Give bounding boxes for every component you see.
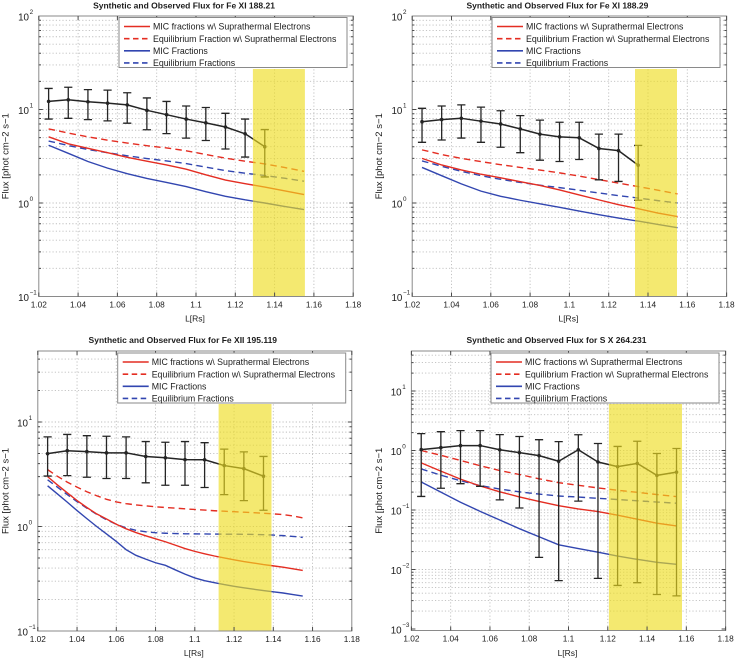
svg-text:Flux [phot cm−2 s−1: Flux [phot cm−2 s−1 bbox=[1, 113, 12, 199]
svg-text:10: 10 bbox=[391, 506, 402, 517]
svg-text:1.04: 1.04 bbox=[69, 634, 86, 644]
svg-text:−1: −1 bbox=[29, 624, 37, 631]
svg-text:1.02: 1.02 bbox=[404, 299, 421, 309]
svg-text:10: 10 bbox=[17, 418, 28, 429]
svg-text:0: 0 bbox=[30, 196, 34, 203]
svg-text:1.16: 1.16 bbox=[304, 634, 321, 644]
svg-text:−1: −1 bbox=[403, 289, 411, 296]
svg-text:1.08: 1.08 bbox=[522, 299, 539, 309]
svg-text:1.1: 1.1 bbox=[564, 299, 576, 309]
svg-text:Equilibrium Fractions: Equilibrium Fractions bbox=[153, 58, 236, 68]
svg-text:10: 10 bbox=[18, 293, 29, 304]
svg-text:Equilibrium Fractions: Equilibrium Fractions bbox=[152, 394, 235, 404]
svg-text:−1: −1 bbox=[30, 289, 38, 296]
svg-text:1.08: 1.08 bbox=[149, 299, 166, 309]
svg-text:Equilibrium Fractions: Equilibrium Fractions bbox=[525, 394, 608, 404]
svg-text:1.06: 1.06 bbox=[109, 299, 126, 309]
svg-text:1.08: 1.08 bbox=[521, 633, 538, 643]
svg-text:MIC Fractions: MIC Fractions bbox=[525, 382, 580, 392]
svg-text:MIC Fractions: MIC Fractions bbox=[526, 46, 581, 56]
svg-text:MIC Fractions: MIC Fractions bbox=[153, 46, 208, 56]
svg-text:1.02: 1.02 bbox=[403, 633, 420, 643]
svg-text:Equilibrium Fraction w\ Suprat: Equilibrium Fraction w\ Suprathermal Ele… bbox=[153, 34, 337, 44]
svg-text:10: 10 bbox=[391, 293, 402, 304]
svg-text:1.18: 1.18 bbox=[345, 299, 362, 309]
svg-text:1.18: 1.18 bbox=[718, 633, 735, 643]
svg-text:1: 1 bbox=[29, 415, 33, 422]
svg-text:L[Rs]: L[Rs] bbox=[558, 314, 578, 324]
svg-text:0: 0 bbox=[403, 196, 407, 203]
svg-text:2: 2 bbox=[30, 9, 34, 16]
svg-text:1.12: 1.12 bbox=[601, 299, 618, 309]
svg-text:1.14: 1.14 bbox=[265, 634, 282, 644]
svg-text:10: 10 bbox=[391, 106, 402, 117]
svg-text:1.12: 1.12 bbox=[226, 634, 243, 644]
svg-text:10: 10 bbox=[391, 566, 402, 577]
svg-text:1.1: 1.1 bbox=[190, 299, 202, 309]
svg-text:0: 0 bbox=[29, 519, 33, 526]
svg-text:Equilibrium Fractions: Equilibrium Fractions bbox=[526, 58, 609, 68]
svg-text:1.02: 1.02 bbox=[30, 634, 47, 644]
svg-text:1.06: 1.06 bbox=[483, 299, 500, 309]
svg-text:10: 10 bbox=[17, 523, 28, 534]
svg-text:Synthetic and Observed Flux fo: Synthetic and Observed Flux for Fe XII 1… bbox=[89, 335, 278, 345]
svg-text:MIC Fractions: MIC Fractions bbox=[152, 382, 207, 392]
svg-text:2: 2 bbox=[403, 9, 407, 16]
svg-text:Flux [phot cm−2 s−1: Flux [phot cm−2 s−1 bbox=[1, 448, 12, 534]
svg-text:1.12: 1.12 bbox=[600, 633, 617, 643]
svg-text:L[Rs]: L[Rs] bbox=[558, 648, 578, 658]
svg-text:L[Rs]: L[Rs] bbox=[184, 648, 204, 658]
svg-text:1.04: 1.04 bbox=[443, 299, 460, 309]
svg-text:1.16: 1.16 bbox=[306, 299, 323, 309]
svg-text:MIC fractions w\ Suprathermal: MIC fractions w\ Suprathermal Electrons bbox=[153, 22, 311, 32]
svg-text:Synthetic and Observed Flux fo: Synthetic and Observed Flux for Fe XI 18… bbox=[93, 1, 275, 11]
svg-text:1.16: 1.16 bbox=[679, 299, 696, 309]
svg-text:1.18: 1.18 bbox=[719, 299, 735, 309]
svg-text:1: 1 bbox=[402, 384, 406, 391]
svg-text:Synthetic and Observed Flux fo: Synthetic and Observed Flux for Fe XI 18… bbox=[466, 1, 648, 11]
svg-text:Flux [phot cm−2 s−1: Flux [phot cm−2 s−1 bbox=[374, 448, 385, 534]
svg-text:1.1: 1.1 bbox=[189, 634, 201, 644]
svg-text:1.06: 1.06 bbox=[108, 634, 125, 644]
svg-text:1.16: 1.16 bbox=[678, 633, 695, 643]
svg-text:1.18: 1.18 bbox=[344, 634, 361, 644]
svg-text:10: 10 bbox=[391, 447, 402, 458]
svg-text:1.14: 1.14 bbox=[639, 633, 656, 643]
svg-text:Equilibrium Fraction w\ Suprat: Equilibrium Fraction w\ Suprathermal Ele… bbox=[152, 369, 336, 379]
svg-text:1.14: 1.14 bbox=[267, 299, 284, 309]
svg-text:1: 1 bbox=[30, 102, 34, 109]
svg-text:Equilibrium Fraction w\ Suprat: Equilibrium Fraction w\ Suprathermal Ele… bbox=[525, 369, 709, 379]
svg-text:10: 10 bbox=[18, 106, 29, 117]
svg-text:1.06: 1.06 bbox=[482, 633, 499, 643]
svg-text:10: 10 bbox=[18, 199, 29, 210]
svg-text:L[Rs]: L[Rs] bbox=[185, 314, 205, 324]
svg-text:Synthetic and Observed Flux fo: Synthetic and Observed Flux for S X 264.… bbox=[467, 335, 647, 345]
svg-text:MIC fractions w\ Suprathermal: MIC fractions w\ Suprathermal Electrons bbox=[152, 357, 310, 367]
svg-text:1.04: 1.04 bbox=[443, 633, 460, 643]
svg-text:−3: −3 bbox=[402, 622, 410, 629]
svg-text:MIC fractions w\ Suprathermal: MIC fractions w\ Suprathermal Electrons bbox=[525, 357, 683, 367]
svg-text:Equilibrium Fraction w\ Suprat: Equilibrium Fraction w\ Suprathermal Ele… bbox=[526, 34, 710, 44]
svg-text:0: 0 bbox=[402, 443, 406, 450]
svg-text:10: 10 bbox=[391, 387, 402, 398]
svg-text:10: 10 bbox=[391, 199, 402, 210]
svg-text:Flux [phot cm−2 s−1: Flux [phot cm−2 s−1 bbox=[374, 113, 385, 199]
svg-text:1.12: 1.12 bbox=[227, 299, 244, 309]
svg-text:10: 10 bbox=[391, 625, 402, 636]
svg-text:10: 10 bbox=[17, 627, 28, 638]
svg-text:1.1: 1.1 bbox=[563, 633, 575, 643]
svg-text:10: 10 bbox=[18, 12, 29, 23]
svg-text:1.14: 1.14 bbox=[640, 299, 657, 309]
svg-text:−2: −2 bbox=[402, 562, 410, 569]
svg-text:1.08: 1.08 bbox=[147, 634, 164, 644]
svg-text:1.02: 1.02 bbox=[31, 299, 48, 309]
svg-text:1.04: 1.04 bbox=[70, 299, 87, 309]
svg-text:10: 10 bbox=[391, 12, 402, 23]
svg-text:−1: −1 bbox=[402, 503, 410, 510]
svg-text:MIC fractions w\ Suprathermal: MIC fractions w\ Suprathermal Electrons bbox=[526, 22, 684, 32]
svg-text:1: 1 bbox=[403, 102, 407, 109]
